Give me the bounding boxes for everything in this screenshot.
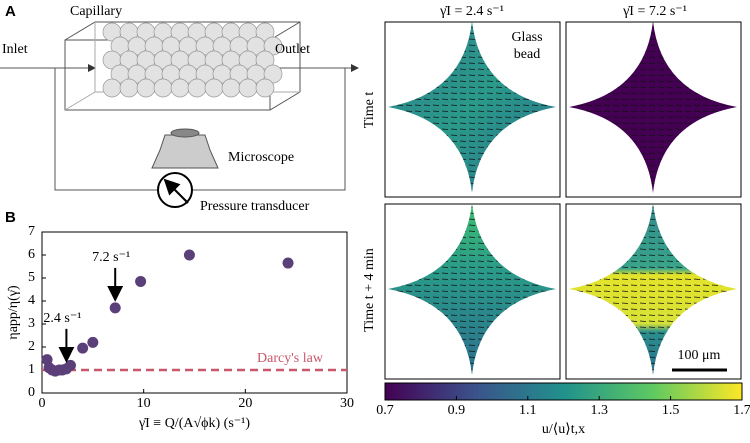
scatter-plot: 0 10 20 30 0 1 2 3 4 5 6 7 Darcy's law 7.2 s⁻¹ 2.4 s⁻¹… — [6, 224, 354, 431]
point — [282, 257, 294, 269]
bead — [263, 36, 283, 56]
y-tick-label: 6 — [28, 247, 35, 262]
label: Pressure transducer — [200, 199, 310, 214]
y-tick-label: 0 — [28, 385, 35, 400]
schematic — [0, 21, 359, 208]
bead — [119, 78, 139, 98]
x-tick-label: 10 — [137, 396, 151, 411]
velocity-arrows — [388, 203, 556, 375]
column-title: γ̇I = 7.2 s⁻¹ — [622, 4, 687, 19]
colorbar-tick-label: 0.7 — [376, 403, 394, 418]
bead — [255, 22, 275, 42]
bead — [153, 78, 173, 98]
point — [64, 359, 76, 371]
colorbar-label: u/⟨u⟩t,x — [542, 422, 585, 437]
annotation: Glass — [511, 30, 542, 45]
bead — [187, 78, 207, 98]
point — [135, 275, 147, 287]
annotation: 2.4 s⁻¹ — [43, 311, 81, 326]
y-axis-label: ηapp/η(γ̇) — [6, 285, 21, 340]
panel-label: A — [5, 3, 16, 20]
y-tick-label: 2 — [28, 339, 35, 354]
annotation: 7.2 s⁻¹ — [92, 250, 130, 265]
colorbar — [384, 382, 743, 401]
column-title: γ̇I = 2.4 s⁻¹ — [439, 4, 504, 19]
row-title: Time t — [362, 92, 377, 129]
bead — [170, 78, 190, 98]
maps: 0.7 0.9 1.1 1.3 1.5 1.7 u/⟨u⟩t,x — [376, 21, 750, 437]
bead — [204, 78, 224, 98]
y-tick-label: 7 — [28, 224, 35, 239]
velocity-arrows — [388, 21, 556, 193]
bead — [255, 78, 275, 98]
y-tick-label: 4 — [28, 293, 35, 308]
point — [77, 342, 89, 354]
bead — [238, 78, 258, 98]
bead — [102, 78, 122, 98]
bead — [136, 78, 156, 98]
bead — [263, 64, 283, 84]
point — [183, 249, 195, 261]
point — [87, 336, 99, 348]
colorbar-tick-label: 1.3 — [590, 403, 608, 418]
x-tick-label: 20 — [238, 396, 252, 411]
label: Outlet — [275, 42, 310, 57]
point — [109, 302, 121, 314]
y-tick-label: 3 — [28, 316, 35, 331]
reference-label: Darcy's law — [257, 351, 324, 366]
colorbar-tick-label: 1.7 — [733, 403, 750, 418]
label: Capillary — [70, 4, 122, 19]
label: Microscope — [228, 150, 294, 165]
bead — [255, 50, 275, 70]
velocity-arrows — [569, 203, 737, 375]
x-tick-label: 30 — [340, 396, 354, 411]
colorbar-tick-label: 1.1 — [519, 403, 537, 418]
row-title: Time t + 4 min — [362, 248, 377, 332]
beads — [102, 22, 283, 98]
plot-frame — [41, 231, 348, 394]
colorbar-tick-label: 1.5 — [662, 403, 680, 418]
y-tick-label: 5 — [28, 270, 35, 285]
y-tick-label: 1 — [28, 362, 35, 377]
annotation: bead — [514, 47, 540, 62]
x-axis-label: γ̇I ≡ Q/(A√ϕk) (s⁻¹) — [138, 416, 250, 431]
label: Inlet — [2, 42, 28, 57]
x-tick-label: 0 — [39, 396, 46, 411]
panel-label: B — [5, 209, 16, 226]
scale-bar-label: 100 μm — [678, 348, 721, 363]
colorbar-tick-label: 0.9 — [448, 403, 466, 418]
velocity-arrows — [569, 21, 737, 193]
bead — [221, 78, 241, 98]
